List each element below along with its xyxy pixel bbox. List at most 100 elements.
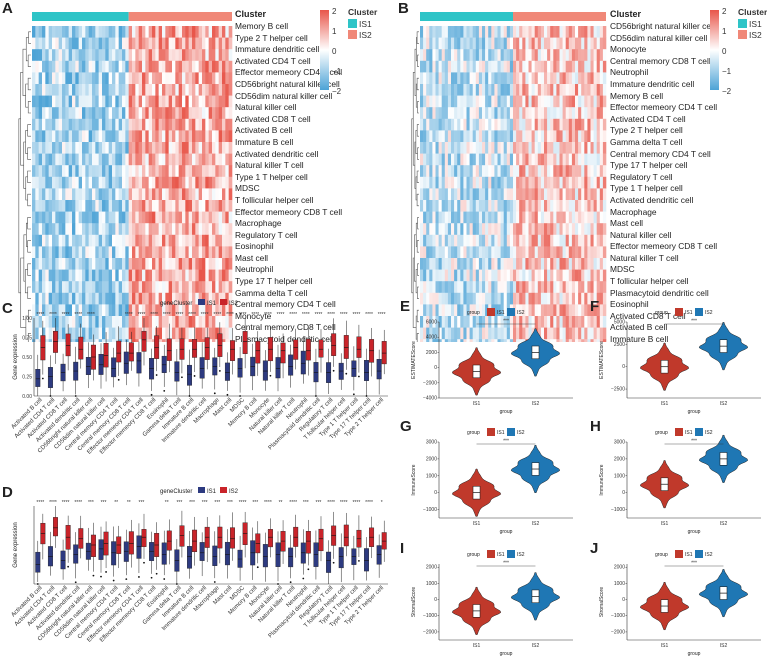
heat-cell — [92, 316, 96, 328]
heat-cell — [148, 26, 153, 38]
violin-y-label: ImmuneScore — [411, 464, 417, 495]
heat-cell — [497, 118, 501, 131]
heat-cell — [228, 165, 233, 178]
heat-cell — [182, 316, 186, 328]
dendrogram-branch — [27, 147, 31, 160]
heat-cell — [135, 49, 139, 62]
heat-cell — [441, 49, 446, 62]
heat-cell — [547, 258, 551, 270]
heat-cell — [460, 292, 464, 305]
heat-cell — [52, 281, 56, 294]
heat-cell — [426, 223, 430, 236]
heat-cell — [525, 258, 529, 270]
heatmap-row-label: Effector memeory CD8 T cell — [235, 206, 343, 217]
heat-cell — [38, 211, 43, 224]
heat-cell — [565, 211, 570, 224]
violin-g-svg: group IS1 IS23000200010000−1000ImmuneScore… — [411, 428, 573, 535]
box-significance: **** — [175, 312, 183, 318]
heat-cell — [556, 339, 560, 342]
heat-cell — [85, 188, 89, 201]
heat-cell — [475, 107, 480, 120]
heat-cell — [478, 118, 483, 131]
heat-cell — [222, 26, 226, 38]
heat-cell — [447, 200, 452, 212]
heat-cell — [540, 316, 545, 328]
heat-cell — [192, 165, 196, 178]
heat-cell — [115, 176, 119, 189]
heat-cell — [485, 339, 489, 342]
heat-cell — [528, 84, 532, 96]
heat-cell — [466, 95, 470, 108]
heat-cell — [178, 107, 183, 120]
heat-cell — [222, 200, 226, 212]
heat-cell — [105, 292, 109, 305]
heat-cell — [125, 107, 129, 120]
heat-cell — [513, 142, 517, 154]
heat-cell — [125, 327, 129, 340]
heat-cell — [208, 292, 213, 305]
heat-cell — [590, 281, 594, 294]
heat-cell — [102, 234, 106, 247]
heat-cell — [426, 269, 430, 282]
heat-cell — [544, 339, 548, 342]
box-significance: **** — [36, 312, 44, 318]
heatmap-row-label: Neutrophil — [235, 264, 274, 275]
heat-cell — [142, 60, 146, 73]
heat-cell — [102, 107, 106, 120]
heat-cell — [185, 223, 189, 236]
heat-cell — [540, 246, 545, 259]
heat-cell — [432, 95, 436, 108]
heat-cell — [540, 176, 545, 189]
heat-cell — [475, 292, 480, 305]
heat-cell — [82, 176, 86, 189]
heat-cell — [98, 258, 103, 270]
heat-cell — [202, 304, 206, 317]
heat-cell — [460, 60, 464, 73]
heat-cell — [485, 84, 489, 96]
heat-cell — [162, 130, 166, 143]
heat-cell — [52, 118, 56, 131]
heat-cell — [559, 60, 563, 73]
heat-cell — [145, 142, 149, 154]
violin-y-tick: 4000 — [426, 335, 437, 341]
heat-cell — [559, 223, 563, 236]
heat-cell — [457, 49, 461, 62]
heat-cell — [494, 246, 498, 259]
heat-cell — [494, 142, 498, 154]
heat-cell — [547, 188, 551, 201]
heat-cell — [547, 60, 551, 73]
heat-cell — [195, 339, 199, 342]
heat-cell — [218, 107, 223, 120]
heat-cell — [82, 72, 86, 85]
heat-cell — [565, 26, 570, 38]
heat-cell — [540, 327, 545, 340]
heat-cell — [420, 304, 424, 317]
heatmap-row-label: Regulatory T cell — [235, 229, 298, 240]
heat-cell — [55, 84, 59, 96]
heat-cell — [575, 223, 579, 236]
heat-cell — [593, 37, 597, 50]
violin-x-label: group — [688, 529, 701, 535]
heat-cell — [503, 246, 508, 259]
heat-cell — [531, 49, 535, 62]
heat-cell — [534, 304, 539, 317]
heat-cell — [525, 49, 529, 62]
heat-cell — [451, 292, 455, 305]
heat-cell — [457, 130, 461, 143]
heat-cell — [472, 281, 477, 294]
heat-cell — [482, 327, 486, 340]
heat-cell — [128, 258, 133, 270]
heat-cell — [420, 60, 424, 73]
heat-cell — [426, 142, 430, 154]
heat-cell — [565, 130, 570, 143]
heat-cell — [85, 234, 89, 247]
heat-cell — [135, 107, 139, 120]
panel-label-a: A — [2, 0, 13, 17]
heat-cell — [185, 153, 189, 166]
heat-cell — [198, 211, 203, 224]
heat-cell — [135, 269, 139, 282]
heat-cell — [218, 176, 223, 189]
heat-cell — [182, 165, 186, 178]
heat-cell — [482, 304, 486, 317]
panel-label-b: B — [398, 0, 409, 17]
